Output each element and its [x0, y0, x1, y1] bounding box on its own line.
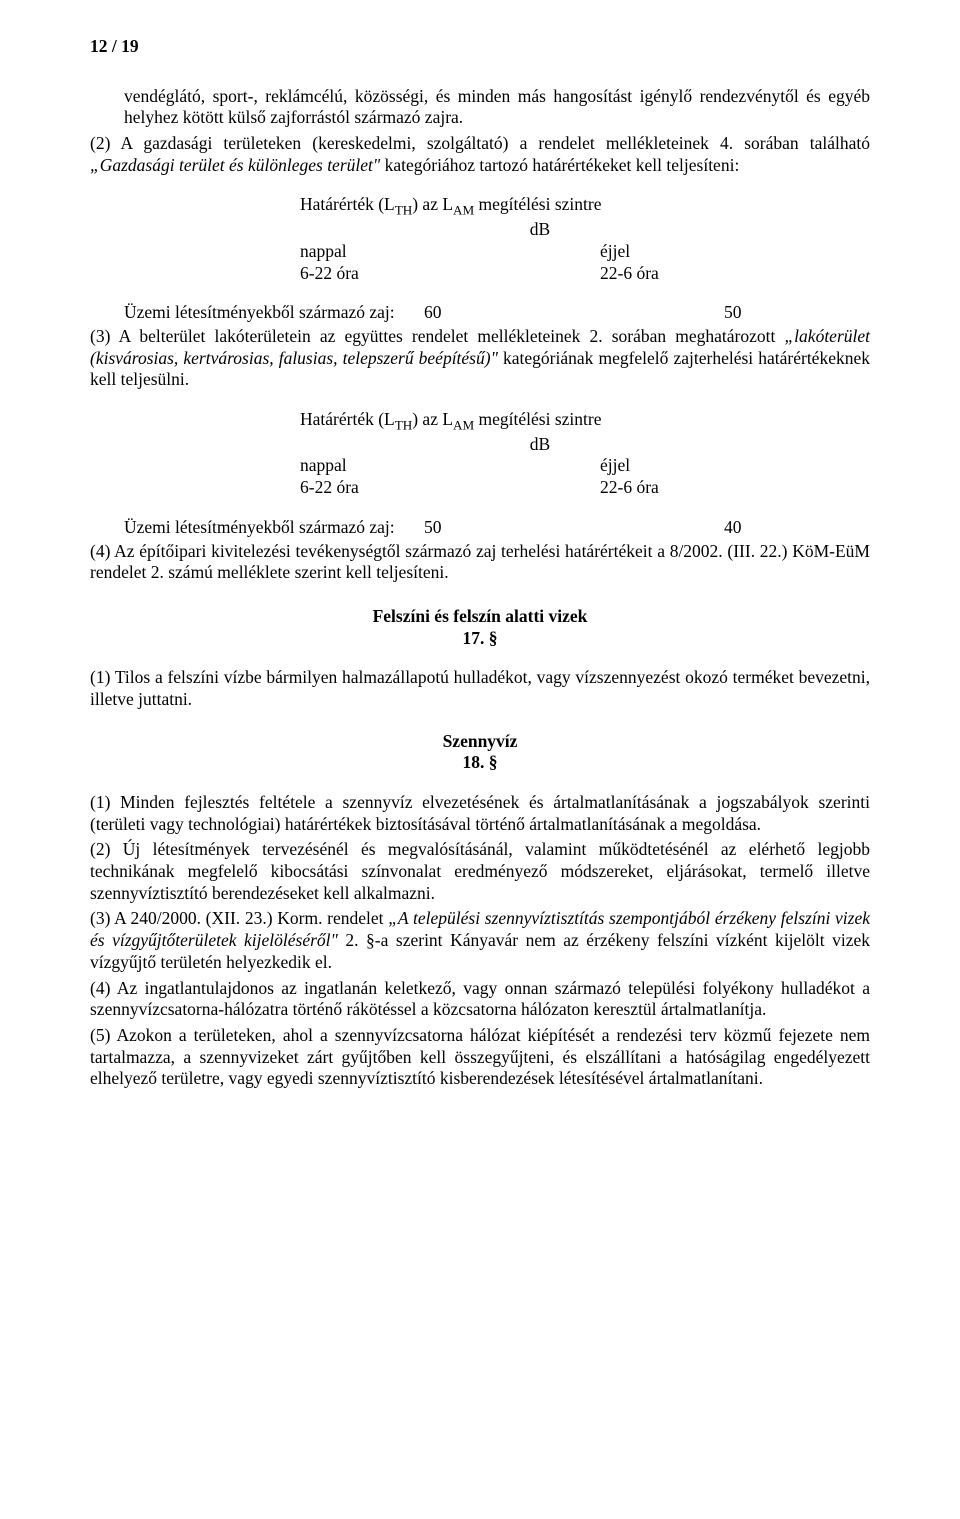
para-5-text: Tilos a felszíni vízbe bármilyen halmazá… [90, 667, 870, 709]
day-label-1: nappal [300, 241, 600, 263]
t2s2: AM [453, 418, 474, 433]
facility-label-1: Üzemi létesítményekből származó zaj: [90, 302, 424, 324]
para-4: (4) Az építőipari kivitelezési tevékenys… [90, 541, 870, 584]
val1-night: 50 [724, 302, 742, 324]
page-number: 12 / 19 [90, 36, 870, 58]
t2c: megítélési szintre [474, 409, 601, 429]
para-8-label: (3) [90, 908, 110, 928]
facility-label-2: Üzemi létesítményekből származó zaj: [90, 517, 424, 539]
para-9: (4) Az ingatlantulajdonos az ingatlanán … [90, 978, 870, 1021]
t2b: ) az L [412, 409, 453, 429]
t1b: ) az L [412, 194, 453, 214]
para-5: (1) Tilos a felszíni vízbe bármilyen hal… [90, 667, 870, 710]
day-label-2: nappal [300, 455, 600, 477]
t1a: Határérték (L [300, 194, 395, 214]
limit-hours-1: 6-22 óra 22-6 óra [300, 263, 870, 285]
para-8-text-a: A 240/2000. (XII. 23.) Korm. rendelet [114, 908, 388, 928]
heading-water: Felszíni és felszín alatti vizek 17. § [90, 606, 870, 649]
para-9-label: (4) [90, 978, 110, 998]
para-7-label: (2) [90, 839, 110, 859]
heading-sewage-title: Szennyvíz [90, 731, 870, 753]
t1s1: TH [395, 203, 412, 218]
para-3: (3) A belterület lakóterületein az együt… [90, 326, 870, 391]
para-10-text: Azokon a területeken, ahol a szennyvízcs… [90, 1025, 870, 1088]
db-line-2: dB [210, 434, 870, 456]
t2a: Határérték (L [300, 409, 395, 429]
db-line-1: dB [210, 219, 870, 241]
para-10: (5) Azokon a területeken, ahol a szennyv… [90, 1025, 870, 1090]
limit-labels-2: nappal éjjel [300, 455, 870, 477]
limit-block-2: Határérték (LTH) az LAM megítélési szint… [90, 409, 870, 499]
night-hours-2: 22-6 óra [600, 477, 659, 499]
val2-night: 40 [724, 517, 742, 539]
para-intro-tail: vendéglátó, sport-, reklámcélú, közösség… [90, 86, 870, 129]
night-hours-1: 22-6 óra [600, 263, 659, 285]
para-3-label: (3) [90, 326, 110, 346]
para-6: (1) Minden fejlesztés feltétele a szenny… [90, 792, 870, 835]
t2s1: TH [395, 418, 412, 433]
val1-day: 60 [424, 302, 724, 324]
limit-hours-2: 6-22 óra 22-6 óra [300, 477, 870, 499]
para-2: (2) A gazdasági területeken (kereskedelm… [90, 133, 870, 176]
para-4-label: (4) [90, 541, 110, 561]
t1s2: AM [453, 203, 474, 218]
heading-sewage: Szennyvíz 18. § [90, 731, 870, 774]
day-hours-1: 6-22 óra [300, 263, 600, 285]
para-2-text-b: kategóriához tartozó határértékeket kell… [380, 155, 739, 175]
night-label-2: éjjel [600, 455, 630, 477]
limit-title-2: Határérték (LTH) az LAM megítélési szint… [300, 409, 870, 434]
para-2-label: (2) [90, 133, 110, 153]
heading-sewage-num: 18. § [90, 752, 870, 774]
day-hours-2: 6-22 óra [300, 477, 600, 499]
val2-day: 50 [424, 517, 724, 539]
t1c: megítélési szintre [474, 194, 601, 214]
para-2-text-a: A gazdasági területeken (kereskedelmi, s… [121, 133, 870, 153]
night-label-1: éjjel [600, 241, 630, 263]
para-4-text: Az építőipari kivitelezési tevékenységtő… [90, 541, 870, 583]
para-9-text: Az ingatlantulajdonos az ingatlanán kele… [90, 978, 870, 1020]
para-7-text: Új létesítmények tervezésénél és megvaló… [90, 839, 870, 902]
para-2-italic: „Gazdasági terület és különleges terület… [90, 155, 380, 175]
facility-row-1: Üzemi létesítményekből származó zaj: 60 … [90, 302, 870, 324]
limit-labels-1: nappal éjjel [300, 241, 870, 263]
para-7: (2) Új létesítmények tervezésénél és meg… [90, 839, 870, 904]
heading-water-title: Felszíni és felszín alatti vizek [90, 606, 870, 628]
para-5-label: (1) [90, 667, 110, 687]
facility-row-2: Üzemi létesítményekből származó zaj: 50 … [90, 517, 870, 539]
para-6-text: Minden fejlesztés feltétele a szennyvíz … [90, 792, 870, 834]
para-10-label: (5) [90, 1025, 110, 1045]
para-8: (3) A 240/2000. (XII. 23.) Korm. rendele… [90, 908, 870, 973]
limit-block-1: Határérték (LTH) az LAM megítélési szint… [90, 194, 870, 284]
para-3-text-a: A belterület lakóterületein az együttes … [119, 326, 785, 346]
para-6-label: (1) [90, 792, 110, 812]
limit-title-1: Határérték (LTH) az LAM megítélési szint… [300, 194, 870, 219]
heading-water-num: 17. § [90, 628, 870, 650]
